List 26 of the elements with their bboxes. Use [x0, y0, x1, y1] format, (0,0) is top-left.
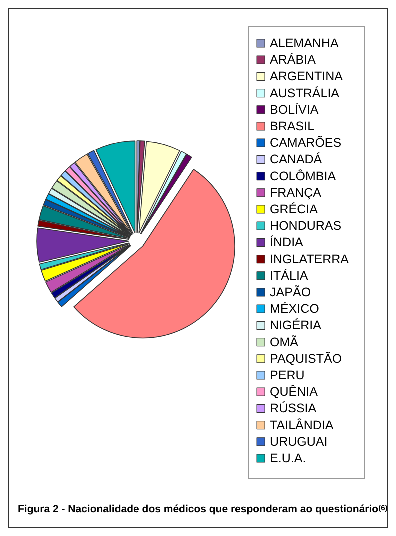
legend-label: AUSTRÁLIA: [270, 86, 340, 100]
legend-label: NIGÉRIA: [270, 318, 322, 333]
legend-label: ARGENTINA: [270, 70, 344, 84]
legend-label: GRÉCIA: [270, 202, 319, 216]
legend-label: CANADÁ: [270, 152, 323, 167]
legend-label: RÚSSIA: [270, 402, 318, 416]
legend-label: COLÔMBIA: [270, 169, 337, 184]
legend-label: HONDURAS: [270, 219, 342, 234]
legend-label: JAPÃO: [270, 286, 312, 300]
legend-label: ARÁBIA: [270, 53, 317, 68]
legend-label: PAQUISTÃO: [270, 352, 342, 366]
legend-label: QUÊNIA: [270, 385, 319, 400]
legend-label: CAMARÕES: [270, 136, 342, 150]
legend-label: INGLATERRA: [270, 252, 350, 266]
legend-label: TAILÂNDIA: [270, 418, 334, 432]
legend-label: ITÁLIA: [270, 268, 309, 283]
legend-label: FRANÇA: [270, 186, 322, 200]
legend-label: PERU: [270, 368, 305, 382]
legend-label: OMÃ: [270, 335, 300, 350]
legend-label: BOLÍVIA: [270, 102, 320, 117]
legend-label: MÉXICO: [270, 302, 320, 316]
legend-label: E.U.A.: [270, 452, 306, 466]
legend-label: ALEMANHA: [270, 36, 340, 50]
legend-label: ÍNDIA: [270, 236, 304, 250]
legend-label: URUGUAI: [270, 434, 328, 449]
legend-label: BRASIL: [270, 120, 315, 134]
